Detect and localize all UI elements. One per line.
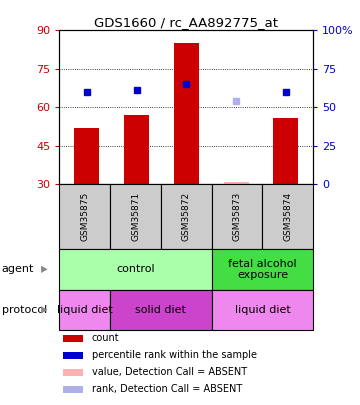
Text: agent: agent (2, 264, 34, 274)
Text: liquid diet: liquid diet (57, 305, 113, 315)
Bar (212, 184, 262, 249)
Bar (124, 115, 149, 261)
Text: protocol: protocol (2, 305, 47, 315)
Bar (161, 184, 212, 249)
Bar (110, 184, 161, 249)
Text: GSM35874: GSM35874 (283, 192, 292, 241)
Bar (273, 117, 298, 261)
Text: GSM35872: GSM35872 (182, 192, 191, 241)
Bar (59, 249, 212, 290)
Text: percentile rank within the sample: percentile rank within the sample (92, 350, 257, 360)
Text: solid diet: solid diet (135, 305, 186, 315)
Text: liquid diet: liquid diet (235, 305, 290, 315)
Text: value, Detection Call = ABSENT: value, Detection Call = ABSENT (92, 367, 247, 377)
Text: count: count (92, 333, 120, 343)
Bar (74, 128, 99, 261)
Bar (59, 184, 110, 249)
Bar (212, 249, 313, 290)
Bar (174, 43, 199, 261)
Text: GSM35871: GSM35871 (131, 192, 140, 241)
Bar (212, 290, 313, 330)
Title: GDS1660 / rc_AA892775_at: GDS1660 / rc_AA892775_at (94, 16, 278, 29)
Text: control: control (116, 264, 155, 274)
Bar (110, 290, 212, 330)
Text: GSM35873: GSM35873 (233, 192, 242, 241)
Bar (59, 290, 110, 330)
Text: rank, Detection Call = ABSENT: rank, Detection Call = ABSENT (92, 384, 242, 394)
Bar (262, 184, 313, 249)
Text: GSM35875: GSM35875 (80, 192, 89, 241)
Text: fetal alcohol
exposure: fetal alcohol exposure (228, 258, 297, 280)
Bar (224, 182, 248, 261)
